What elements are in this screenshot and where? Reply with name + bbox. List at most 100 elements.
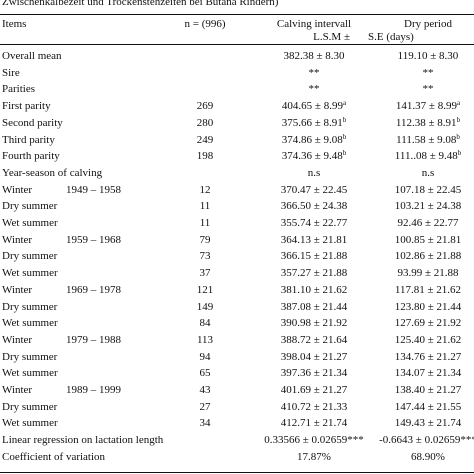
row-n: 27 [199, 400, 211, 413]
dry-value: -0.6643 ± 0.02659*** [379, 434, 474, 447]
cell-dry: 119.10 ± 8.30 [398, 50, 459, 62]
calving-value: 382.38 ± 8.30 [283, 50, 345, 62]
cell-calving: 17.87% [297, 451, 331, 463]
row-period: 1959 – 1968 [66, 233, 121, 246]
cell-calving: 355.74 ± 22.77 [281, 217, 348, 229]
row-n: 11 [199, 200, 211, 213]
dry-value: 111.58 ± 9.08 [396, 133, 457, 146]
cell-dry: 141.37 ± 8.99a [395, 100, 460, 113]
cell-dry: -0.6643 ± 0.02659*** [379, 434, 474, 446]
row-item: Winter [2, 183, 33, 196]
cell-calving: 0.33566 ± 0.02659*** [264, 434, 364, 446]
cell-dry: 93.99 ± 21.88 [397, 267, 458, 279]
row-item: Wet summer [2, 217, 58, 229]
row-n: 249 [196, 133, 214, 146]
caption: Zwischenkalbezeit und Trockenstehzeiten … [2, 0, 279, 8]
calving-superscript: b [342, 149, 347, 158]
calving-value: 366.50 ± 24.38 [280, 200, 348, 213]
cell-dry: ** [423, 83, 434, 95]
dry-value: 92.46 ± 22.77 [397, 217, 459, 229]
row-item: Overall mean [2, 50, 62, 62]
header-rule [0, 44, 474, 45]
dry-value: 123.80 ± 21.44 [394, 300, 462, 313]
calving-value: 397.36 ± 21.34 [280, 367, 348, 380]
dry-value: 125.40 ± 21.62 [394, 333, 462, 346]
calving-value: 398.04 ± 21.27 [280, 350, 348, 363]
dry-value: 102.86 ± 21.88 [394, 250, 462, 263]
row-item: Third parity [2, 133, 55, 146]
header-unit-right: S.E (days) [368, 31, 414, 43]
header-n: n = (996) [184, 18, 226, 30]
cell-dry: n.s [422, 167, 435, 179]
row-item: Second parity [2, 116, 63, 129]
dry-value: 119.10 ± 8.30 [397, 50, 459, 62]
row-period: 1979 – 1988 [66, 333, 121, 346]
calving-value: 364.13 ± 21.81 [280, 233, 348, 246]
row-n: 79 [199, 233, 211, 246]
dry-superscript: b [456, 132, 460, 141]
calving-value: 370.47 ± 22.45 [280, 183, 348, 196]
calving-value: n.s [307, 166, 321, 179]
cell-calving: 364.13 ± 21.81 [281, 234, 348, 246]
row-item: Dry summer [2, 200, 58, 213]
cell-dry: 103.21 ± 24.38 [395, 200, 462, 212]
top-rule [0, 14, 474, 15]
cell-dry: 149.43 ± 21.74 [395, 417, 462, 429]
cell-dry: 134.76 ± 21.27 [395, 351, 462, 363]
calving-value: 17.87% [297, 450, 331, 463]
cell-dry: 134.07 ± 21.34 [395, 367, 462, 379]
header-calving: Calving intervall [276, 18, 352, 30]
row-n: 73 [199, 250, 211, 263]
row-item: Sire [2, 66, 20, 79]
row-item: Coefficient of variation [2, 450, 106, 463]
cell-calving: 381.10 ± 21.62 [281, 284, 348, 296]
row-item: Wet summer [2, 367, 58, 380]
row-item: Winter [2, 283, 33, 296]
cell-calving: 390.98 ± 21.92 [281, 317, 348, 329]
cell-dry: 125.40 ± 21.62 [395, 334, 462, 346]
cell-calving: 401.69 ± 21.27 [281, 384, 348, 396]
cell-dry: 92.46 ± 22.77 [397, 217, 458, 229]
row-n: 280 [196, 116, 214, 129]
dry-value: 111..08 ± 9.48 [394, 150, 458, 163]
cell-dry: 127.69 ± 21.92 [395, 317, 462, 329]
calving-superscript: b [342, 115, 347, 124]
dry-value: 100.85 ± 21.81 [394, 233, 462, 246]
row-item: Linear regression on lactation length [2, 434, 164, 447]
cell-dry: 107.18 ± 22.45 [395, 184, 462, 196]
row-n: 198 [196, 150, 214, 163]
calving-superscript: b [342, 132, 347, 141]
dry-value: 134.76 ± 21.27 [394, 350, 462, 363]
dry-superscript: b [457, 149, 462, 158]
cell-calving: n.s [308, 167, 321, 179]
cell-calving: 387.08 ± 21.44 [281, 301, 348, 313]
cell-dry: 102.86 ± 21.88 [395, 250, 462, 262]
row-period: 1949 – 1958 [66, 183, 121, 196]
cell-dry: 100.85 ± 21.81 [395, 234, 462, 246]
cell-calving: ** [309, 67, 320, 79]
calving-value: ** [308, 66, 320, 79]
calving-value: 412.71 ± 21.74 [280, 417, 348, 430]
row-item: Winter [2, 233, 33, 246]
calving-value: 404.65 ± 8.99 [281, 100, 343, 113]
row-item: Wet summer [2, 267, 58, 280]
calving-value: 401.69 ± 21.27 [280, 384, 348, 396]
row-item: First parity [2, 100, 51, 113]
cell-calving: ** [309, 83, 320, 95]
dry-value: ** [422, 83, 434, 96]
row-period: 1969 – 1978 [66, 283, 121, 296]
cell-calving: 388.72 ± 21.64 [281, 334, 348, 346]
row-n: 94 [199, 350, 211, 363]
dry-value: 141.37 ± 8.99 [395, 100, 457, 113]
row-item: Year-season of calving [2, 166, 103, 179]
calving-value: 374.36 ± 9.48 [281, 150, 343, 163]
dry-value: 103.21 ± 24.38 [394, 200, 462, 213]
cell-calving: 370.47 ± 22.45 [281, 184, 348, 196]
dry-superscript: b [456, 115, 461, 124]
calving-value: 387.08 ± 21.44 [280, 300, 348, 313]
row-item: Fourth parity [2, 150, 60, 163]
row-item: Dry summer [2, 250, 58, 263]
cell-dry: 117.81 ± 21.62 [395, 284, 461, 296]
row-n: 149 [196, 300, 214, 313]
